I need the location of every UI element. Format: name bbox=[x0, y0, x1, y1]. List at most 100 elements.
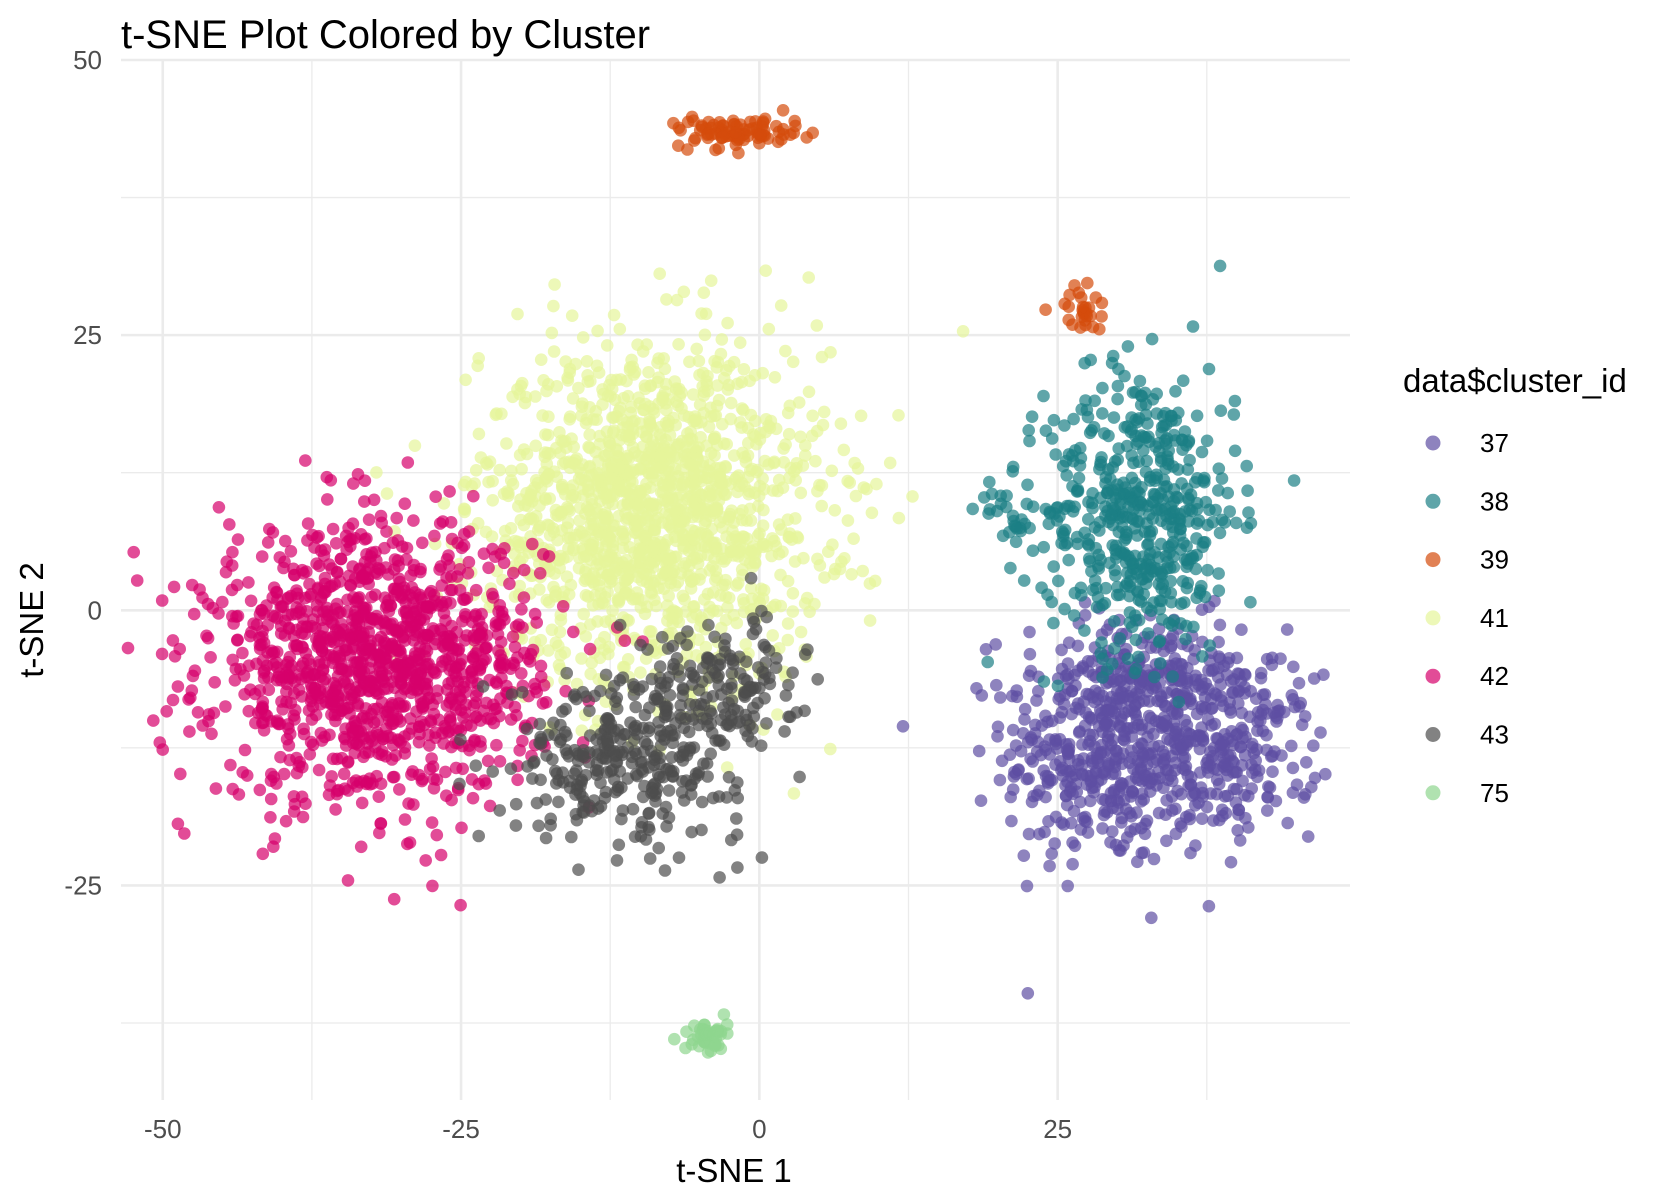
data-point bbox=[472, 427, 486, 441]
data-point bbox=[1231, 824, 1244, 837]
data-point bbox=[1212, 567, 1225, 580]
data-point bbox=[692, 354, 706, 368]
data-point bbox=[626, 802, 640, 816]
data-point bbox=[1239, 668, 1252, 682]
data-point bbox=[496, 661, 509, 675]
data-point bbox=[1088, 394, 1101, 408]
data-point bbox=[575, 400, 589, 414]
data-point bbox=[1157, 473, 1171, 487]
data-point bbox=[1127, 762, 1140, 776]
data-point bbox=[1022, 669, 1036, 682]
data-point bbox=[264, 811, 277, 824]
data-point bbox=[1154, 657, 1167, 670]
data-point bbox=[337, 730, 351, 744]
data-point bbox=[892, 409, 905, 422]
data-point bbox=[1000, 489, 1013, 503]
data-point bbox=[356, 712, 369, 725]
data-point bbox=[457, 539, 471, 552]
data-point bbox=[1067, 609, 1081, 622]
data-point bbox=[1082, 738, 1095, 751]
data-point bbox=[1078, 814, 1092, 828]
data-point bbox=[351, 697, 365, 710]
data-point bbox=[1060, 469, 1073, 482]
data-point bbox=[1210, 787, 1223, 801]
data-point bbox=[1169, 802, 1182, 816]
data-point bbox=[730, 812, 743, 825]
data-point bbox=[1111, 379, 1125, 393]
data-point bbox=[540, 471, 553, 484]
data-point bbox=[1137, 750, 1150, 764]
x-tick-label: -50 bbox=[144, 1114, 182, 1144]
data-point bbox=[205, 727, 218, 741]
data-point bbox=[640, 511, 653, 524]
data-point bbox=[1163, 546, 1176, 559]
data-point bbox=[794, 486, 808, 500]
data-point bbox=[479, 525, 493, 539]
data-point bbox=[711, 604, 724, 618]
data-point bbox=[560, 747, 574, 760]
data-point bbox=[1241, 484, 1254, 498]
data-point bbox=[358, 495, 371, 508]
data-point bbox=[356, 632, 369, 645]
data-point bbox=[1301, 830, 1315, 843]
data-point bbox=[607, 308, 621, 322]
data-point bbox=[717, 738, 731, 751]
data-point bbox=[781, 406, 795, 420]
data-point bbox=[1181, 735, 1194, 748]
data-point bbox=[1132, 435, 1145, 448]
data-point bbox=[1285, 689, 1299, 702]
data-point bbox=[1072, 726, 1086, 739]
data-point bbox=[554, 718, 567, 732]
data-point bbox=[1129, 662, 1143, 676]
data-point bbox=[865, 506, 879, 520]
data-point bbox=[1244, 517, 1258, 530]
data-point bbox=[697, 698, 711, 712]
data-point bbox=[1102, 705, 1116, 718]
data-point bbox=[1133, 504, 1146, 517]
data-point bbox=[469, 608, 483, 621]
data-point bbox=[398, 813, 412, 826]
data-point bbox=[793, 770, 806, 784]
data-point bbox=[1208, 594, 1221, 608]
data-point bbox=[1139, 398, 1153, 411]
data-point bbox=[330, 752, 344, 766]
data-point bbox=[817, 405, 831, 419]
data-point bbox=[575, 652, 588, 665]
data-point bbox=[652, 841, 665, 855]
data-point bbox=[1147, 755, 1160, 769]
data-point bbox=[1039, 424, 1053, 438]
data-point bbox=[509, 797, 523, 811]
data-point bbox=[486, 494, 500, 507]
data-point bbox=[486, 587, 499, 601]
data-point bbox=[365, 729, 379, 742]
data-point bbox=[758, 692, 771, 705]
data-point bbox=[778, 725, 791, 738]
data-point bbox=[762, 322, 776, 336]
data-point bbox=[700, 757, 714, 770]
data-point bbox=[410, 625, 424, 639]
data-point bbox=[995, 754, 1009, 768]
data-point bbox=[453, 777, 466, 791]
data-point bbox=[311, 582, 325, 596]
data-point bbox=[1300, 756, 1313, 769]
data-point bbox=[762, 458, 775, 471]
data-point bbox=[1129, 633, 1143, 647]
data-point bbox=[659, 800, 673, 814]
data-point bbox=[1174, 597, 1188, 611]
data-point bbox=[1116, 781, 1129, 795]
data-point bbox=[1178, 553, 1192, 566]
data-point bbox=[1180, 581, 1194, 595]
data-point bbox=[292, 683, 306, 697]
data-point bbox=[404, 569, 418, 582]
data-point bbox=[556, 600, 570, 613]
data-point bbox=[691, 485, 704, 498]
data-point bbox=[316, 663, 330, 677]
data-point bbox=[883, 456, 897, 470]
data-point bbox=[183, 725, 196, 738]
data-point bbox=[495, 605, 509, 619]
data-point bbox=[794, 625, 808, 639]
data-point bbox=[331, 625, 345, 638]
data-point bbox=[659, 433, 672, 447]
data-point bbox=[282, 739, 296, 752]
data-point bbox=[1006, 509, 1020, 523]
